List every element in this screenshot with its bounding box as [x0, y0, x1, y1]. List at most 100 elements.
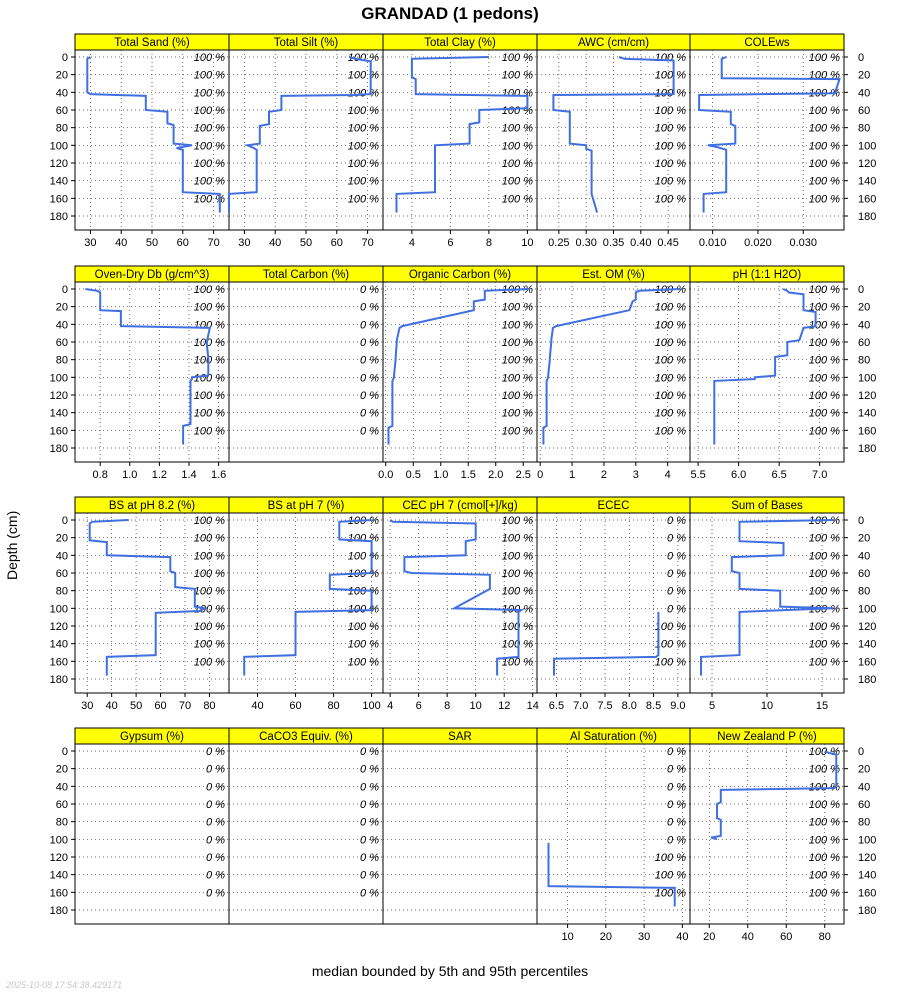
panel-13-x-tick-label: 7.0 — [573, 700, 588, 712]
panel-8-x-tick-label: 1 — [569, 469, 575, 481]
panel-2-pct-label: 100 % — [502, 123, 533, 135]
panel-2-strip-label: Total Clay (%) — [424, 37, 496, 49]
panel-5-x-tick-label: 1.0 — [122, 469, 137, 481]
panel-13-body — [536, 512, 691, 694]
depth-tick-label-left: 100 — [50, 140, 68, 152]
panel-18-x-tick-label: 40 — [676, 931, 688, 943]
panel-15-pct-label: 0 % — [206, 834, 225, 846]
panel-3-pct-label: 100 % — [655, 158, 686, 170]
panel-9-pct-label: 100 % — [809, 355, 840, 367]
panel-2-x-tick-label: 8 — [486, 237, 492, 249]
panel-12-x-tick-label: 4 — [387, 700, 393, 712]
panel-6-strip-label: Total Carbon (%) — [263, 269, 349, 281]
panel-9-pct-label: 100 % — [809, 425, 840, 437]
panel-7-strip-label: Organic Carbon (%) — [409, 269, 511, 281]
depth-tick-label-right: 160 — [858, 656, 876, 668]
depth-tick-label-right: 80 — [858, 355, 870, 367]
panel-6-pct-label: 0 % — [360, 425, 379, 437]
panel-0-median-line — [86, 56, 221, 213]
panel-3-pct-label: 100 % — [655, 70, 686, 82]
panel-13-pct-label: 0 % — [667, 533, 686, 545]
depth-tick-label-right: 180 — [858, 443, 876, 455]
panel-13-pct-label: 0 % — [667, 586, 686, 598]
panel-4-pct-label: 100 % — [809, 140, 840, 152]
panel-15-pct-label: 0 % — [206, 887, 225, 899]
panel-5-pct-label: 100 % — [194, 390, 225, 402]
depth-tick-label-left: 20 — [56, 70, 68, 82]
panel-9-pct-label: 100 % — [809, 319, 840, 331]
panel-13-pct-label: 100 % — [655, 639, 686, 651]
panel-2-x-tick-label: 10 — [521, 237, 533, 249]
panel-1-x-tick-label: 60 — [331, 237, 343, 249]
panel-0-pct-label: 100 % — [194, 158, 225, 170]
depth-tick-label-right: 140 — [858, 639, 876, 651]
panel-3-pct-label: 100 % — [655, 123, 686, 135]
panel-18-median-line — [547, 842, 676, 907]
panel-2-pct-label: 100 % — [502, 158, 533, 170]
panel-0-pct-label: 100 % — [194, 176, 225, 188]
panel-2-pct-label: 100 % — [502, 193, 533, 205]
depth-tick-label-left: 60 — [56, 568, 68, 580]
depth-tick-label-right: 0 — [858, 52, 864, 64]
panel-2-pct-label: 100 % — [502, 52, 533, 64]
panel-15-pct-label: 0 % — [206, 799, 225, 811]
panel-1-pct-label: 100 % — [348, 140, 379, 152]
panel-13-x-tick-label: 7.5 — [597, 700, 612, 712]
panel-6-pct-label: 0 % — [360, 284, 379, 296]
depth-tick-label-left: 140 — [50, 639, 68, 651]
depth-tick-label-right: 20 — [858, 764, 870, 776]
panel-14-pct-label: 100 % — [809, 639, 840, 651]
panel-19-x-tick-label: 80 — [819, 931, 831, 943]
panel-0-pct-label: 100 % — [194, 52, 225, 64]
panel-10-x-tick-label: 40 — [106, 700, 118, 712]
depth-tick-label-right: 140 — [858, 176, 876, 188]
panel-5-body — [74, 281, 230, 463]
panel-6-pct-label: 0 % — [360, 390, 379, 402]
panel-5-pct-label: 100 % — [194, 302, 225, 314]
panel-3-median-line — [552, 56, 675, 213]
panel-12-x-tick-label: 12 — [498, 700, 510, 712]
panel-3-x-tick-label: 0.30 — [575, 237, 596, 249]
depth-tick-label-right: 160 — [858, 887, 876, 899]
depth-tick-label-left: 120 — [50, 390, 68, 402]
depth-tick-label-left: 0 — [62, 515, 68, 527]
panel-12-median-line — [389, 519, 525, 676]
panel-13-x-tick-label: 6.5 — [549, 700, 564, 712]
depth-tick-label-right: 120 — [858, 621, 876, 633]
panel-3-pct-label: 100 % — [655, 52, 686, 64]
depth-tick-label-right: 40 — [858, 550, 870, 562]
panel-9-pct-label: 100 % — [809, 390, 840, 402]
depth-tick-label-right: 100 — [858, 140, 876, 152]
panel-8-pct-label: 100 % — [655, 372, 686, 384]
panel-1-pct-label: 100 % — [348, 87, 379, 99]
panel-14-pct-label: 100 % — [809, 656, 840, 668]
depth-tick-label-left: 20 — [56, 533, 68, 545]
panel-12-strip-label: CEC pH 7 (cmol[+]/kg) — [402, 500, 518, 512]
panel-8-median-line — [542, 288, 681, 445]
depth-tick-label-left: 160 — [50, 425, 68, 437]
panel-2-pct-label: 100 % — [502, 105, 533, 117]
depth-tick-label-right: 120 — [858, 158, 876, 170]
panel-7-pct-label: 100 % — [502, 302, 533, 314]
panel-7-x-tick-label: 0.0 — [378, 469, 393, 481]
panel-18-x-tick-label: 20 — [600, 931, 612, 943]
panel-17-body — [382, 743, 538, 925]
panel-6-pct-label: 0 % — [360, 302, 379, 314]
panel-10-x-tick-label: 60 — [154, 700, 166, 712]
panel-2-pct-label: 100 % — [502, 70, 533, 82]
panel-18-pct-label: 0 % — [667, 834, 686, 846]
panel-15-pct-label: 0 % — [206, 781, 225, 793]
depth-tick-label-right: 180 — [858, 905, 876, 917]
depth-tick-label-right: 80 — [858, 586, 870, 598]
panel-5-pct-label: 100 % — [194, 408, 225, 420]
depth-tick-label-right: 180 — [858, 211, 876, 223]
panel-8-pct-label: 100 % — [655, 302, 686, 314]
panel-11-strip-label: BS at pH 7 (%) — [268, 500, 345, 512]
panel-3-strip-label: AWC (cm/cm) — [578, 37, 649, 49]
depth-tick-label-left: 20 — [56, 302, 68, 314]
panel-1-x-tick-label: 40 — [269, 237, 281, 249]
depth-tick-label-left: 140 — [50, 408, 68, 420]
panel-14-pct-label: 100 % — [809, 621, 840, 633]
panel-2-pct-label: 100 % — [502, 176, 533, 188]
panel-19-pct-label: 100 % — [809, 870, 840, 882]
